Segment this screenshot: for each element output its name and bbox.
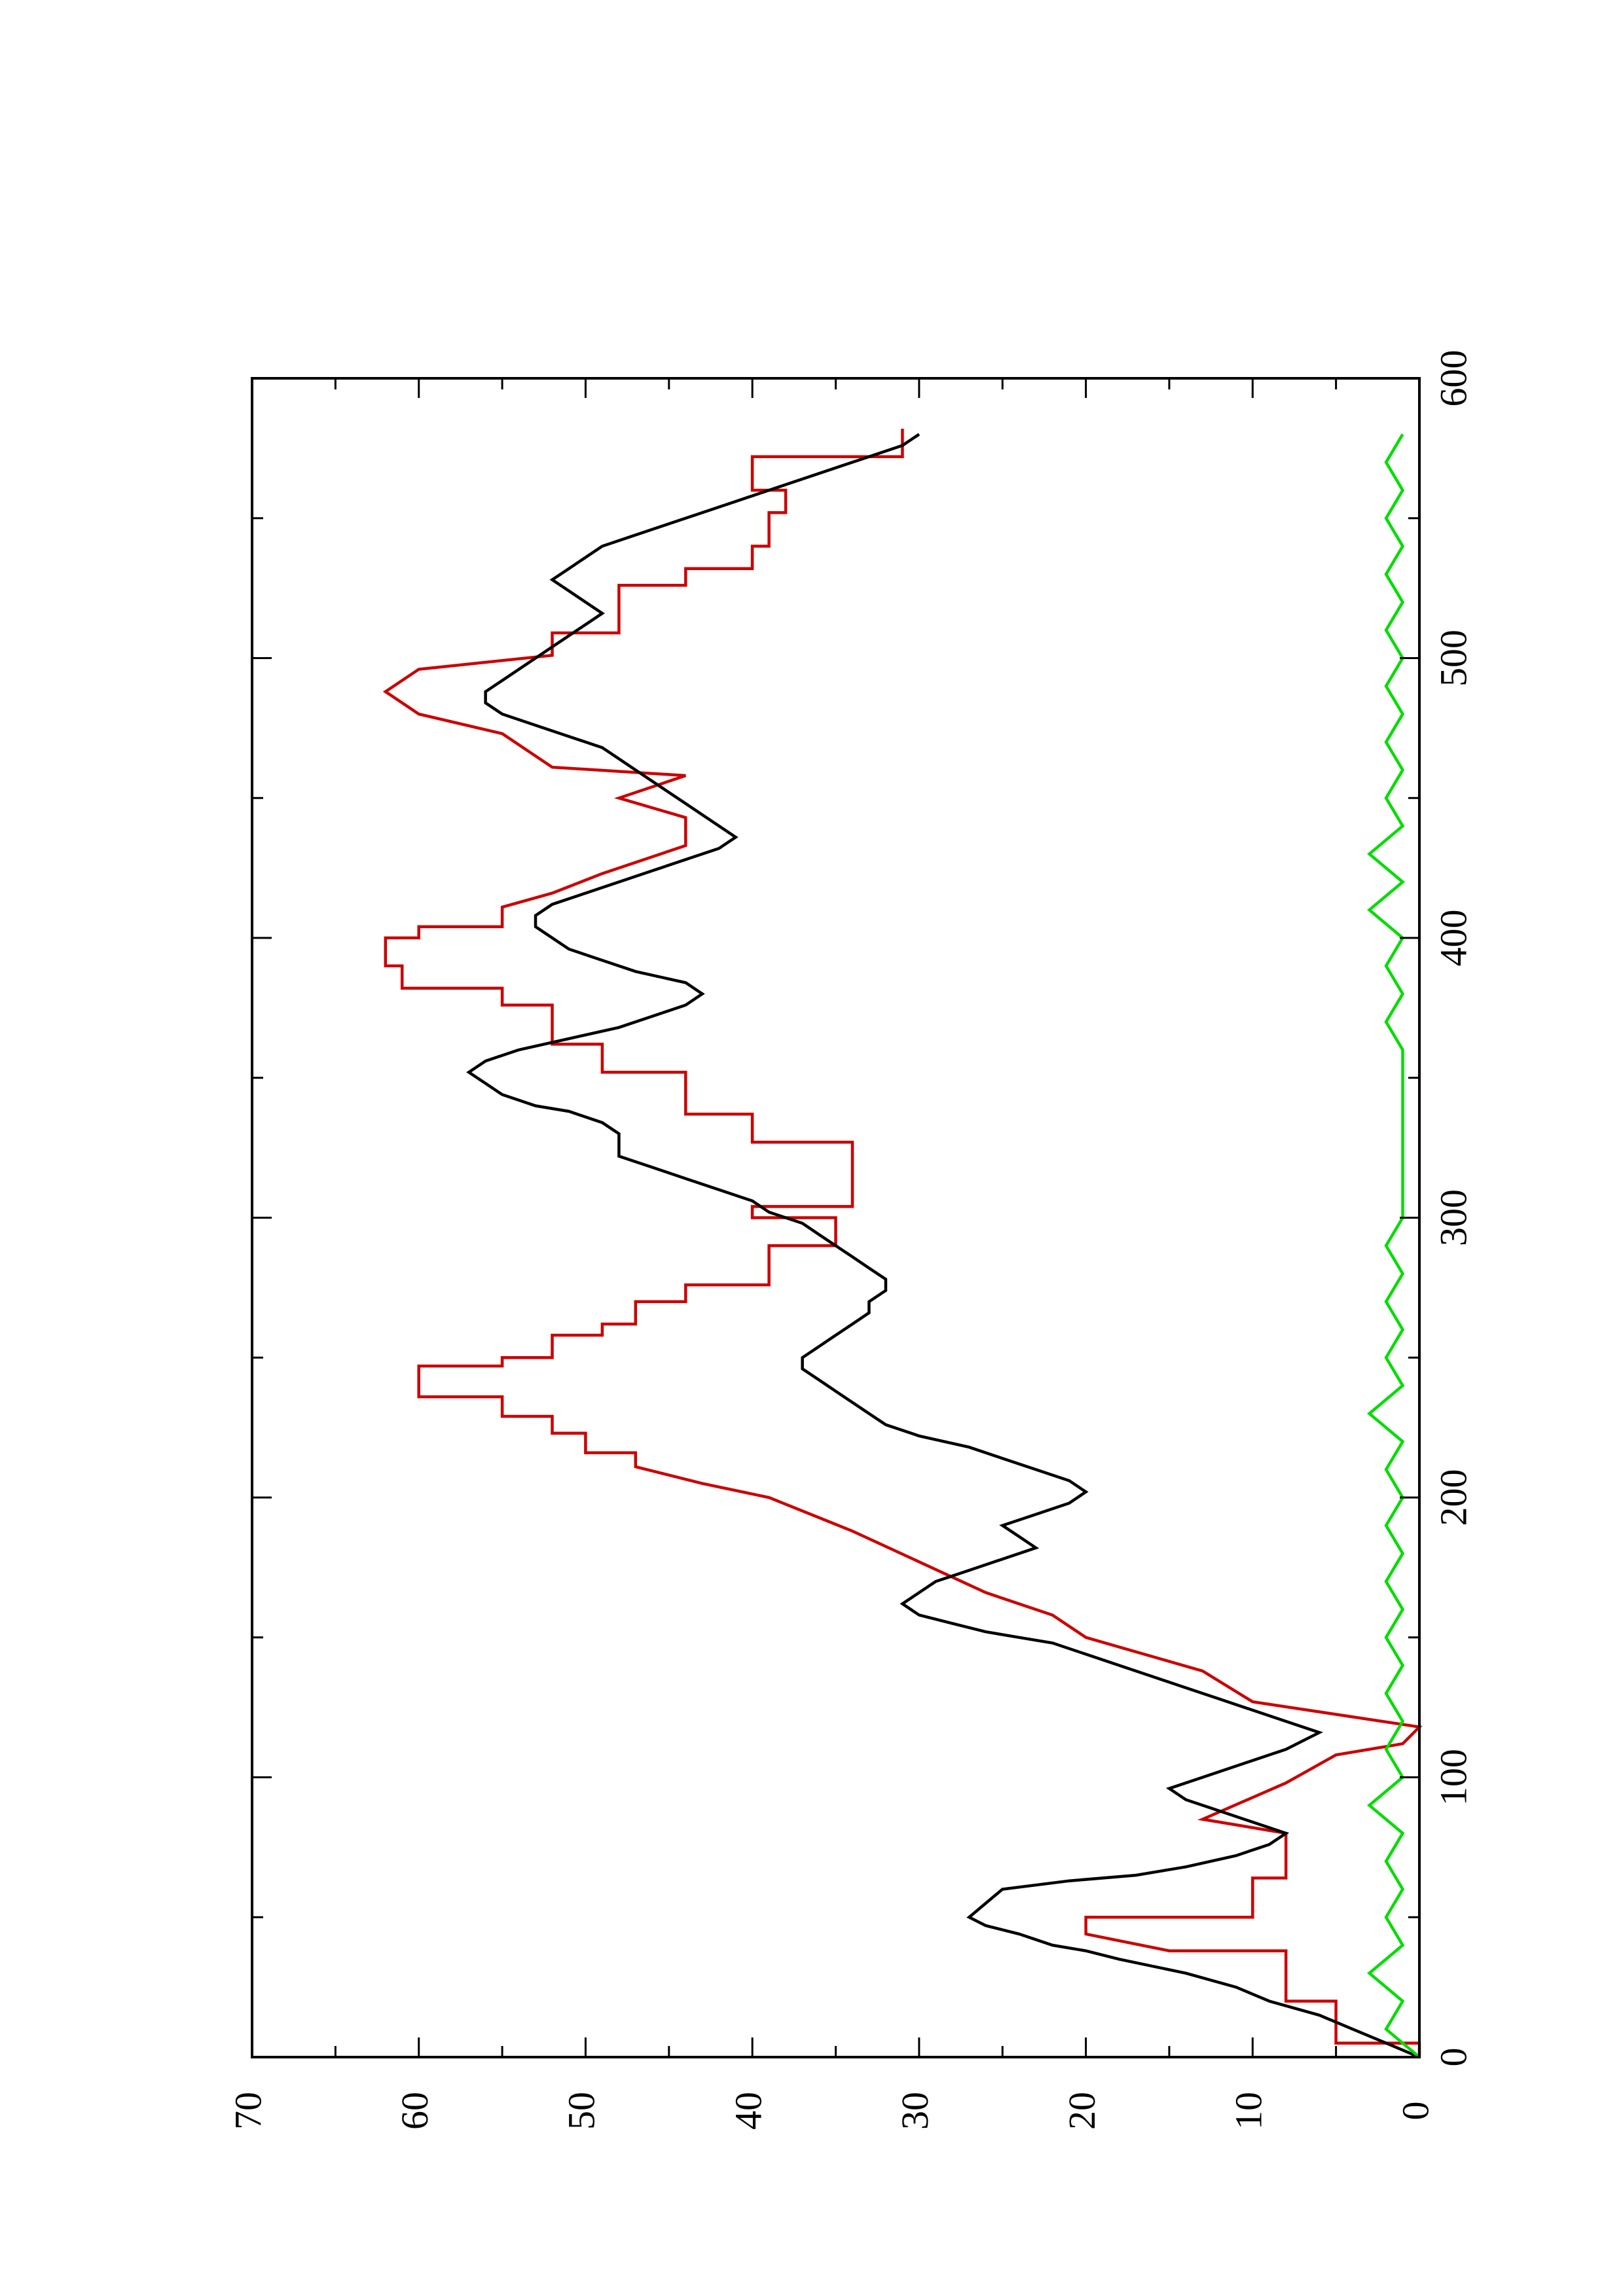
y-tick-label: 20 — [1061, 2092, 1103, 2130]
plot-area — [382, 429, 1423, 2059]
y-tick-label: 30 — [894, 2092, 936, 2130]
x-tick-label: 300 — [1432, 1189, 1474, 1246]
x-tick-label: 500 — [1432, 630, 1474, 687]
y-tick-label: 60 — [393, 2092, 436, 2130]
axes: 0 100 200 300 400 500 600 0 10 20 30 40 50 60 70 — [227, 350, 1474, 2130]
y-tick-label: 40 — [727, 2092, 769, 2130]
x-tick-label: 0 — [1432, 2048, 1474, 2067]
y-tick-label: 0 — [1394, 2102, 1436, 2121]
series-line-3 — [1367, 433, 1421, 2058]
y-tick-label: 10 — [1228, 2092, 1270, 2130]
y-tick-label: 50 — [560, 2092, 603, 2130]
series-line-1 — [382, 429, 1423, 2057]
x-tick-label: 200 — [1432, 1469, 1474, 1526]
series-line-2 — [466, 433, 1420, 2059]
y-tick-label: 70 — [227, 2092, 269, 2130]
x-tick-label: 400 — [1432, 910, 1474, 967]
x-tick-label: 600 — [1432, 350, 1474, 407]
x-tick-label: 100 — [1432, 1749, 1474, 1806]
